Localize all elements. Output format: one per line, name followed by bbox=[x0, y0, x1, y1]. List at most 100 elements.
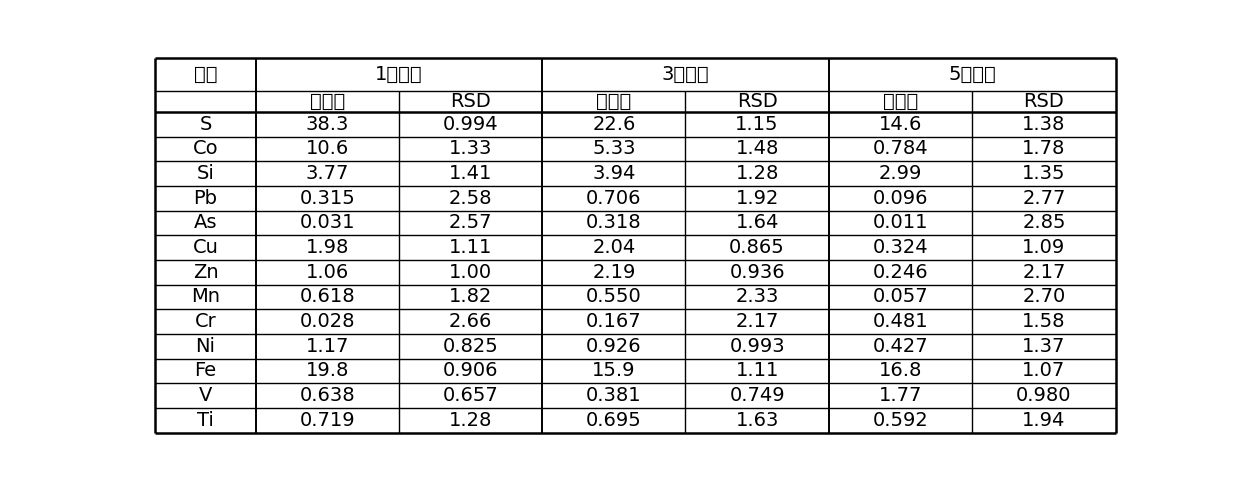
Text: Si: Si bbox=[196, 164, 215, 183]
Text: 0.315: 0.315 bbox=[300, 189, 356, 208]
Text: 2.77: 2.77 bbox=[1022, 189, 1065, 208]
Text: 0.706: 0.706 bbox=[587, 189, 641, 208]
Text: 1.28: 1.28 bbox=[449, 411, 492, 430]
Text: 22.6: 22.6 bbox=[593, 115, 636, 134]
Text: 0.246: 0.246 bbox=[873, 263, 928, 282]
Text: 0.993: 0.993 bbox=[729, 337, 785, 356]
Text: 1.17: 1.17 bbox=[306, 337, 350, 356]
Text: 1.11: 1.11 bbox=[735, 362, 779, 381]
Text: 3号样品: 3号样品 bbox=[662, 65, 709, 84]
Text: 2.58: 2.58 bbox=[449, 189, 492, 208]
Text: 2.04: 2.04 bbox=[593, 238, 636, 257]
Text: 0.865: 0.865 bbox=[729, 238, 785, 257]
Text: 0.980: 0.980 bbox=[1016, 386, 1071, 405]
Text: 19.8: 19.8 bbox=[306, 362, 350, 381]
Text: Ti: Ti bbox=[197, 411, 213, 430]
Text: 0.749: 0.749 bbox=[729, 386, 785, 405]
Text: 元素: 元素 bbox=[193, 65, 217, 84]
Text: 1号样品: 1号样品 bbox=[376, 65, 423, 84]
Text: 1.92: 1.92 bbox=[735, 189, 779, 208]
Text: 0.784: 0.784 bbox=[873, 139, 928, 158]
Text: 0.550: 0.550 bbox=[587, 287, 642, 306]
Text: 0.031: 0.031 bbox=[300, 213, 355, 232]
Text: 1.64: 1.64 bbox=[735, 213, 779, 232]
Text: 1.35: 1.35 bbox=[1022, 164, 1065, 183]
Text: 0.481: 0.481 bbox=[873, 312, 928, 331]
Text: RSD: RSD bbox=[1023, 92, 1064, 111]
Text: 0.906: 0.906 bbox=[443, 362, 498, 381]
Text: 5.33: 5.33 bbox=[593, 139, 636, 158]
Text: 1.48: 1.48 bbox=[735, 139, 779, 158]
Text: 0.167: 0.167 bbox=[587, 312, 641, 331]
Text: RSD: RSD bbox=[737, 92, 777, 111]
Text: 0.994: 0.994 bbox=[443, 115, 498, 134]
Text: 0.936: 0.936 bbox=[729, 263, 785, 282]
Text: 1.37: 1.37 bbox=[1022, 337, 1065, 356]
Text: 0.926: 0.926 bbox=[587, 337, 641, 356]
Text: 0.638: 0.638 bbox=[300, 386, 356, 405]
Text: 0.324: 0.324 bbox=[873, 238, 928, 257]
Text: 0.057: 0.057 bbox=[873, 287, 928, 306]
Text: 1.06: 1.06 bbox=[306, 263, 350, 282]
Text: 平均值: 平均值 bbox=[596, 92, 631, 111]
Text: 2.57: 2.57 bbox=[449, 213, 492, 232]
Text: 0.825: 0.825 bbox=[443, 337, 498, 356]
Text: 1.63: 1.63 bbox=[735, 411, 779, 430]
Text: 5号样品: 5号样品 bbox=[949, 65, 996, 84]
Text: 2.99: 2.99 bbox=[879, 164, 923, 183]
Text: As: As bbox=[193, 213, 217, 232]
Text: 0.657: 0.657 bbox=[443, 386, 498, 405]
Text: 3.94: 3.94 bbox=[593, 164, 636, 183]
Text: 1.09: 1.09 bbox=[1022, 238, 1065, 257]
Text: Fe: Fe bbox=[195, 362, 217, 381]
Text: 3.77: 3.77 bbox=[306, 164, 350, 183]
Text: Pb: Pb bbox=[193, 189, 217, 208]
Text: 1.38: 1.38 bbox=[1022, 115, 1065, 134]
Text: Ni: Ni bbox=[196, 337, 216, 356]
Text: 平均值: 平均值 bbox=[310, 92, 345, 111]
Text: 1.78: 1.78 bbox=[1022, 139, 1065, 158]
Text: 0.096: 0.096 bbox=[873, 189, 928, 208]
Text: 14.6: 14.6 bbox=[879, 115, 923, 134]
Text: 1.33: 1.33 bbox=[449, 139, 492, 158]
Text: 0.695: 0.695 bbox=[587, 411, 642, 430]
Text: 16.8: 16.8 bbox=[879, 362, 923, 381]
Text: Mn: Mn bbox=[191, 287, 219, 306]
Text: 1.82: 1.82 bbox=[449, 287, 492, 306]
Text: 0.719: 0.719 bbox=[300, 411, 356, 430]
Text: V: V bbox=[198, 386, 212, 405]
Text: Zn: Zn bbox=[192, 263, 218, 282]
Text: 2.66: 2.66 bbox=[449, 312, 492, 331]
Text: 0.011: 0.011 bbox=[873, 213, 928, 232]
Text: 1.94: 1.94 bbox=[1022, 411, 1065, 430]
Text: 0.028: 0.028 bbox=[300, 312, 355, 331]
Text: 15.9: 15.9 bbox=[593, 362, 636, 381]
Text: 1.15: 1.15 bbox=[735, 115, 779, 134]
Text: 2.19: 2.19 bbox=[593, 263, 636, 282]
Text: 1.11: 1.11 bbox=[449, 238, 492, 257]
Text: 1.77: 1.77 bbox=[879, 386, 923, 405]
Text: 2.85: 2.85 bbox=[1022, 213, 1065, 232]
Text: 1.41: 1.41 bbox=[449, 164, 492, 183]
Text: Cr: Cr bbox=[195, 312, 216, 331]
Text: 1.58: 1.58 bbox=[1022, 312, 1065, 331]
Text: 0.381: 0.381 bbox=[587, 386, 641, 405]
Text: 2.70: 2.70 bbox=[1022, 287, 1065, 306]
Text: 2.17: 2.17 bbox=[1022, 263, 1065, 282]
Text: 2.33: 2.33 bbox=[735, 287, 779, 306]
Text: 1.28: 1.28 bbox=[735, 164, 779, 183]
Text: 2.17: 2.17 bbox=[735, 312, 779, 331]
Text: 0.618: 0.618 bbox=[300, 287, 356, 306]
Text: Cu: Cu bbox=[192, 238, 218, 257]
Text: 0.318: 0.318 bbox=[587, 213, 641, 232]
Text: 0.427: 0.427 bbox=[873, 337, 928, 356]
Text: 1.98: 1.98 bbox=[306, 238, 350, 257]
Text: S: S bbox=[200, 115, 212, 134]
Text: 10.6: 10.6 bbox=[306, 139, 350, 158]
Text: 1.07: 1.07 bbox=[1022, 362, 1065, 381]
Text: Co: Co bbox=[192, 139, 218, 158]
Text: 平均值: 平均值 bbox=[883, 92, 918, 111]
Text: 38.3: 38.3 bbox=[306, 115, 350, 134]
Text: RSD: RSD bbox=[450, 92, 491, 111]
Text: 1.00: 1.00 bbox=[449, 263, 492, 282]
